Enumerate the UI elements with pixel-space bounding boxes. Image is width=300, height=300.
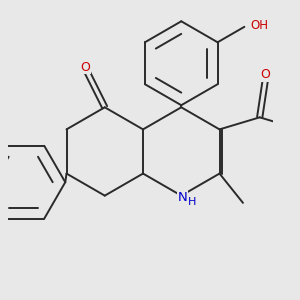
Text: O: O xyxy=(81,61,91,74)
Text: O: O xyxy=(260,68,270,81)
Text: H: H xyxy=(188,197,196,207)
Text: N: N xyxy=(178,190,188,204)
Text: OH: OH xyxy=(250,19,268,32)
